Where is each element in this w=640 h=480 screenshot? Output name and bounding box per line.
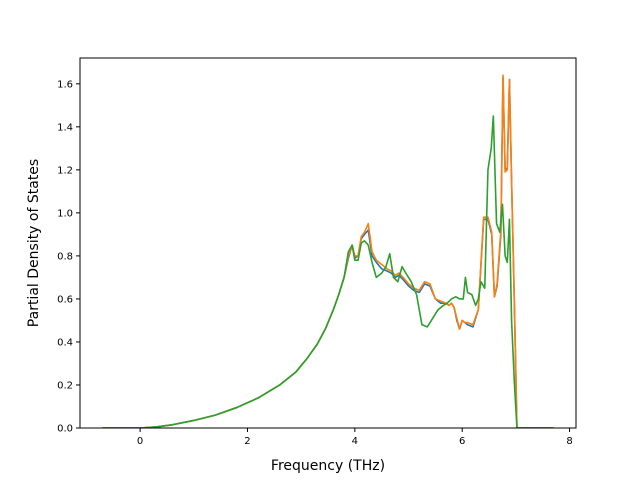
plot-area bbox=[102, 74, 554, 428]
y-tick-label: 0.0 bbox=[57, 424, 73, 435]
axis-ticks: 0 2 4 6 8 0.0 0.2 0.4 0.6 0.8 1.0 1.2 1.4 1.6 bbox=[57, 79, 573, 447]
x-tick-label: 0 bbox=[137, 436, 143, 447]
y-tick-label: 0.4 bbox=[57, 337, 73, 348]
x-tick-label: 6 bbox=[459, 436, 465, 447]
x-tick-label: 4 bbox=[352, 436, 358, 447]
y-tick-label: 1.6 bbox=[57, 79, 73, 90]
y-tick-label: 0.8 bbox=[57, 251, 73, 262]
y-tick-label: 0.6 bbox=[57, 294, 73, 305]
y-axis-label: Partial Density of States bbox=[26, 159, 42, 327]
x-tick-label: 2 bbox=[244, 436, 250, 447]
y-tick-label: 1.0 bbox=[57, 208, 73, 219]
x-axis-label: Frequency (THz) bbox=[271, 458, 385, 474]
x-tick-label: 8 bbox=[566, 436, 572, 447]
y-tick-label: 1.4 bbox=[57, 122, 73, 133]
y-tick-label: 1.2 bbox=[57, 165, 73, 176]
series-line-3 bbox=[102, 115, 554, 428]
y-tick-label: 0.2 bbox=[57, 380, 73, 391]
axes-frame bbox=[79, 57, 577, 429]
